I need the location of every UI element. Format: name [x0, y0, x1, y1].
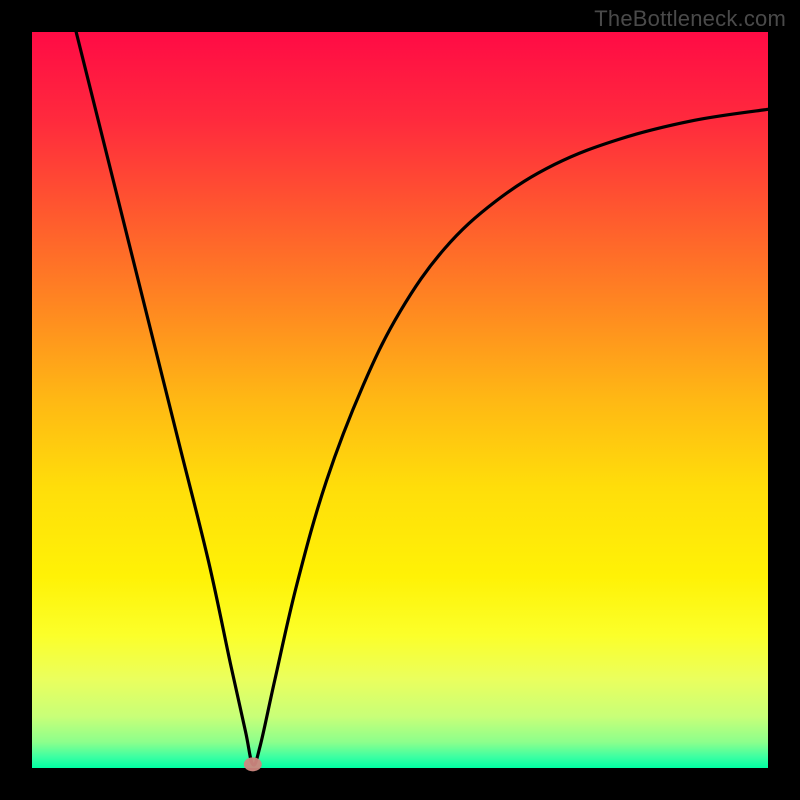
- watermark-text: TheBottleneck.com: [594, 6, 786, 32]
- bottleneck-chart: [0, 0, 800, 800]
- plot-background: [32, 32, 768, 768]
- optimal-point-marker: [244, 757, 262, 771]
- chart-root: TheBottleneck.com: [0, 0, 800, 800]
